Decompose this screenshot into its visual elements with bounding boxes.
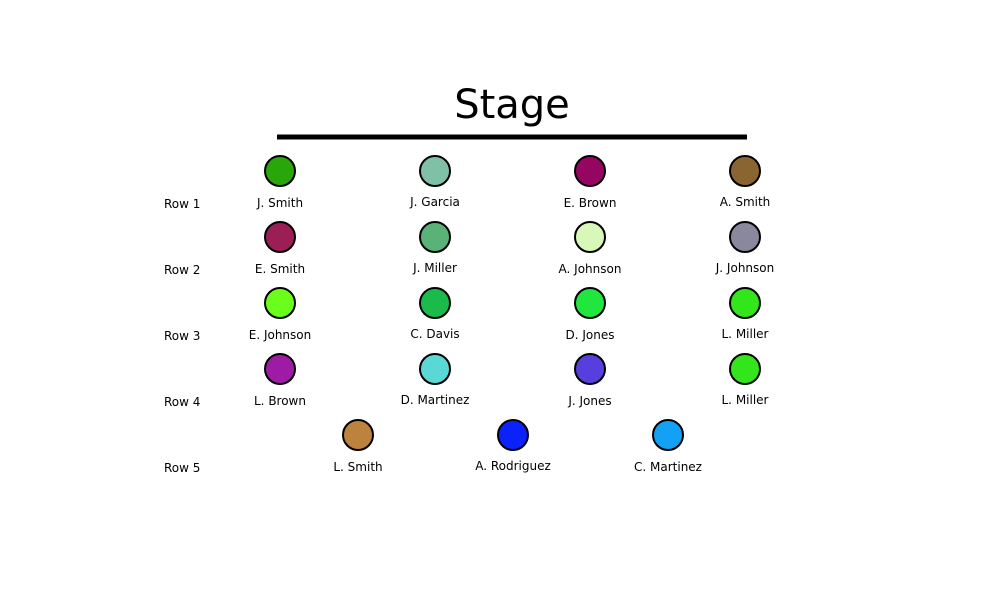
seat-name: A. Johnson [559,262,622,276]
seat-row: Row 3 E. Johnson C. Davis D. Jones L. Miller [164,287,769,343]
seat-marker [574,155,606,187]
seat-marker [419,287,451,319]
seat-name: E. Smith [255,262,305,276]
seat-marker [574,353,606,385]
row-label: Row 1 [164,197,200,211]
seat-name: J. Johnson [715,261,774,275]
seat-marker [264,155,296,187]
seat-name: D. Martinez [401,393,470,407]
seat-name: C. Martinez [634,460,702,474]
seat-name: E. Brown [564,196,617,210]
seat-row: Row 4 L. Brown D. Martinez J. Jones L. Mille… [164,353,769,409]
row-label: Row 5 [164,461,200,475]
seat-name: L. Smith [333,460,382,474]
seat-name: A. Rodriguez [475,459,551,473]
seat-name: E. Johnson [249,328,312,342]
seat-marker [574,287,606,319]
seat-marker [574,221,606,253]
seat-marker [419,221,451,253]
seat-marker [419,353,451,385]
seat-name: D. Jones [566,328,615,342]
seat-marker [729,287,761,319]
row-label: Row 3 [164,329,200,343]
seat-name: J. Garcia [409,195,460,209]
seat-marker [264,221,296,253]
seat-name: A. Smith [720,195,771,209]
seat-marker [729,221,761,253]
seat-marker [264,287,296,319]
row-label: Row 4 [164,395,200,409]
seat-marker [342,419,374,451]
rows-layer: Row 1 J. Smith J. Garcia E. Brown A. SmithRo… [164,155,774,475]
seat-name: L. Brown [254,394,306,408]
seat-marker [729,155,761,187]
seat-marker [652,419,684,451]
seat-name: L. Miller [722,327,769,341]
seat-name: L. Miller [722,393,769,407]
row-label: Row 2 [164,263,200,277]
stage-title: Stage [454,82,570,128]
seat-name: C. Davis [410,327,459,341]
seat-marker [729,353,761,385]
seat-marker [497,419,529,451]
seat-name: J. Miller [412,261,457,275]
seat-marker [264,353,296,385]
seat-marker [419,155,451,187]
seat-row: Row 1 J. Smith J. Garcia E. Brown A. Smith [164,155,771,211]
seat-row: Row 5 L. Smith A. Rodriguez C. Martinez [164,419,702,475]
seat-row: Row 2 E. Smith J. Miller A. Johnson J. Johns… [164,221,774,277]
seat-name: J. Jones [567,394,611,408]
seat-name: J. Smith [256,196,303,210]
